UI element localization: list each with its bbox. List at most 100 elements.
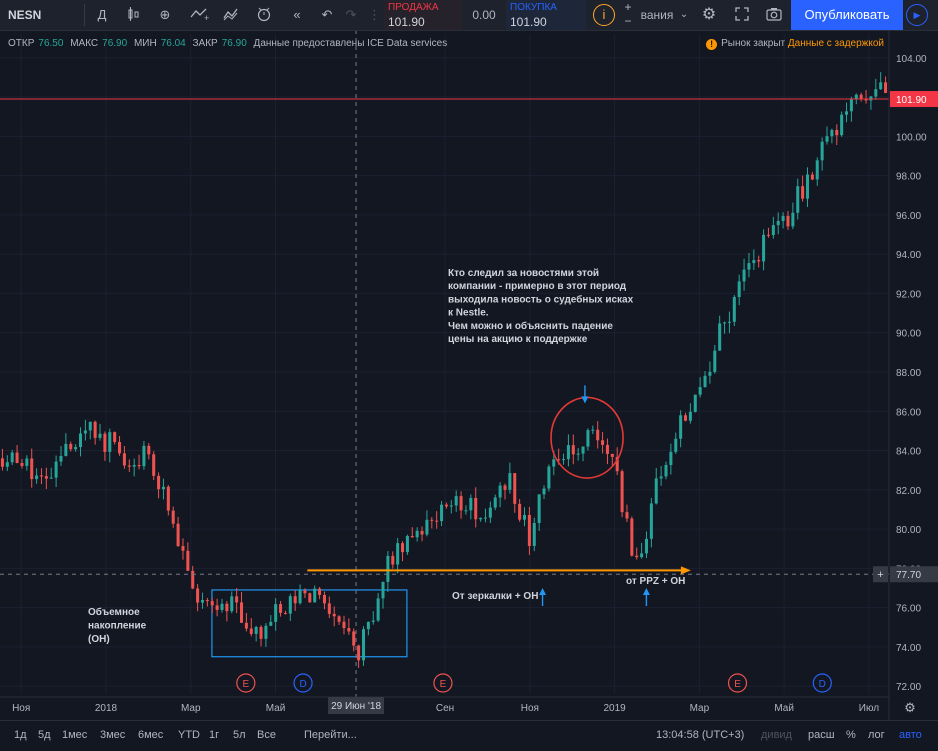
candle-body xyxy=(791,212,795,227)
range-button-3[interactable]: 3мес xyxy=(100,729,126,741)
scale-mode-0[interactable]: дивид xyxy=(761,729,792,741)
candle-body xyxy=(215,605,219,610)
drag-handle-icon[interactable]: ⋮ xyxy=(368,7,381,22)
settings-icon[interactable]: ⚙ xyxy=(701,6,717,23)
mirror-annotation: От зеркалки + ОН xyxy=(452,591,538,602)
camera-icon[interactable] xyxy=(762,0,786,30)
symbol-search[interactable]: NESN xyxy=(8,8,42,22)
axis-settings-icon[interactable]: ⚙ xyxy=(904,700,916,715)
candle-body xyxy=(874,89,878,97)
news-annotation-line: компании - примерно в этот период xyxy=(448,281,627,292)
candle-body xyxy=(259,626,263,639)
chevron-down-icon[interactable]: ⌄ xyxy=(679,9,689,20)
add-icon[interactable]: ⊕ xyxy=(159,7,171,22)
candle-body xyxy=(381,581,385,599)
accumulation-zone-rect[interactable] xyxy=(211,589,408,658)
alert-icon[interactable] xyxy=(252,0,276,30)
buy-button[interactable]: ПОКУПКА 101.90 xyxy=(506,0,586,30)
candle-body xyxy=(664,465,668,477)
y-tick-label: 88.00 xyxy=(896,368,921,379)
scale-mode-1[interactable]: расш xyxy=(808,729,835,741)
undo-icon[interactable]: ↶ xyxy=(321,7,333,22)
y-tick-label: 84.00 xyxy=(896,447,921,458)
candle-body xyxy=(122,453,126,466)
plus-icon[interactable]: + xyxy=(624,0,632,14)
event-marker-earnings[interactable] xyxy=(727,673,748,693)
compare-icon[interactable]: + xyxy=(186,0,214,30)
candle-body xyxy=(659,476,663,479)
event-marker-dividend[interactable] xyxy=(293,673,313,693)
replay-icon[interactable]: « xyxy=(293,7,301,22)
crosshair-date-badge xyxy=(328,697,385,714)
redo-icon[interactable]: ↷ xyxy=(345,7,357,22)
candle-body xyxy=(444,504,448,507)
range-button-8[interactable]: Все xyxy=(257,729,276,741)
candle-body xyxy=(235,596,239,603)
event-marker-earnings[interactable] xyxy=(433,673,453,693)
goto-date-button[interactable]: Перейти... xyxy=(304,729,357,741)
candle-body xyxy=(49,477,53,479)
crosshair-plus-box[interactable] xyxy=(873,566,888,583)
y-tick-label: 100.00 xyxy=(896,132,927,143)
scale-mode-3[interactable]: лог xyxy=(868,729,885,741)
range-button-0[interactable]: 1д xyxy=(14,729,27,741)
sell-button[interactable]: ПРОДАЖА 101.90 xyxy=(384,0,462,30)
candle-body xyxy=(469,497,473,511)
scale-mode-4[interactable]: авто xyxy=(899,729,922,741)
range-button-4[interactable]: 6мес xyxy=(138,729,164,741)
delayed-data-text[interactable]: Данные с задержкой xyxy=(787,38,884,49)
candle-body xyxy=(571,445,575,455)
candle-body xyxy=(693,394,697,412)
range-button-5[interactable]: YTD xyxy=(178,729,200,741)
minus-icon[interactable]: − xyxy=(624,14,632,28)
event-marker-earnings[interactable] xyxy=(236,673,256,693)
candle-body xyxy=(459,496,463,511)
y-tick-label: 92.00 xyxy=(896,289,921,300)
current-price-badge xyxy=(890,91,938,108)
x-tick-label: 2019 xyxy=(603,703,626,714)
crosshair-date-label: 29 Июн '18 xyxy=(331,701,381,712)
ohlc-legend: ОТКР 76.50 МАКС 76.90 МИН 76.04 ЗАКР 76.90 Д… xyxy=(8,38,451,49)
buy-price: 101.90 xyxy=(510,15,547,29)
candle-body xyxy=(591,429,595,431)
publish-button[interactable]: Опубликовать xyxy=(791,0,903,30)
candle-body xyxy=(88,421,92,431)
interval-button[interactable]: Д xyxy=(97,7,107,22)
candle-body xyxy=(537,494,541,524)
candle-body xyxy=(498,485,502,498)
low-value: 76.04 xyxy=(160,38,186,49)
y-tick-label: 90.00 xyxy=(896,329,921,340)
event-marker-dividend[interactable] xyxy=(812,673,832,693)
candle-body xyxy=(762,234,766,262)
crosshair-plus-icon[interactable]: + xyxy=(877,569,883,581)
candle-body xyxy=(864,98,868,101)
candle-body xyxy=(747,263,751,270)
candle-body xyxy=(220,603,224,610)
y-tick-label: 104.00 xyxy=(896,54,927,65)
axes-layer: 72.0074.0076.0078.0080.0082.0084.0086.00… xyxy=(0,30,938,720)
play-icon[interactable]: ▶ xyxy=(906,4,928,26)
quantity-stepper[interactable]: + − xyxy=(620,0,636,30)
candle-body xyxy=(620,471,624,513)
candle-body xyxy=(127,465,131,467)
candle-body xyxy=(298,590,302,604)
market-closed-text: Рынок закрыт xyxy=(721,38,786,49)
fullscreen-icon[interactable] xyxy=(730,0,754,30)
candle-body xyxy=(191,570,195,589)
range-button-1[interactable]: 5д xyxy=(38,729,51,741)
range-button-7[interactable]: 5л xyxy=(233,729,246,741)
range-button-2[interactable]: 1мес xyxy=(62,729,88,741)
svg-text:+: + xyxy=(204,13,209,21)
candles-icon[interactable] xyxy=(122,0,144,30)
template-dropdown-label[interactable]: вания xyxy=(640,8,674,22)
candle-body xyxy=(396,543,400,565)
candle-body xyxy=(420,530,424,535)
candle-body xyxy=(835,129,839,136)
range-button-6[interactable]: 1г xyxy=(209,729,220,741)
indicators-icon[interactable] xyxy=(220,0,244,30)
scale-mode-2[interactable]: % xyxy=(846,729,856,741)
candle-body xyxy=(118,441,122,454)
candle-body xyxy=(283,612,287,614)
info-icon[interactable]: i xyxy=(593,4,615,26)
